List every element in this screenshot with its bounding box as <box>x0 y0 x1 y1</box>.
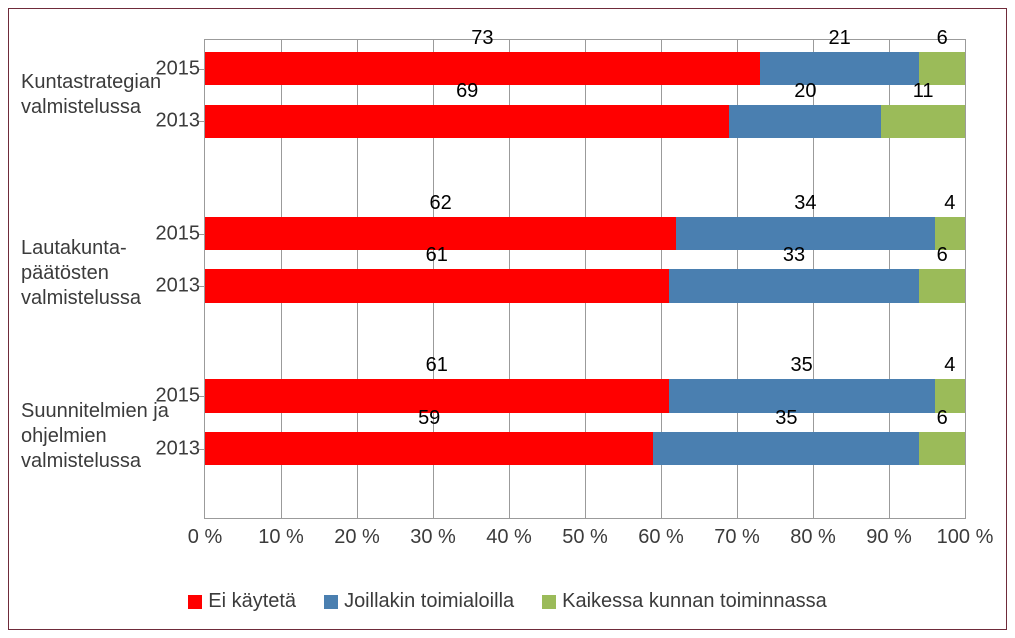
bar-segment: 6 <box>919 269 965 302</box>
bar-segment: 35 <box>669 379 935 412</box>
legend-label: Kaikessa kunnan toiminnassa <box>562 590 827 613</box>
legend-label: Ei käytetä <box>208 590 296 613</box>
bar-row: 201573216 <box>205 52 965 85</box>
bar-segment: 61 <box>205 379 669 412</box>
bar-row: 201359356 <box>205 432 965 465</box>
x-axis-tick-label: 80 % <box>790 526 836 549</box>
bar-value-label: 6 <box>919 27 965 50</box>
legend-item: Kaikessa kunnan toiminnassa <box>542 590 827 613</box>
chart-frame: 0 % 10 % 20 % 30 % 40 % 50 % 60 % 70 % 80 % 90 % 1… <box>0 0 1015 638</box>
chart-panel: 0 % 10 % 20 % 30 % 40 % 50 % 60 % 70 % 80 % 90 % 1… <box>8 8 1007 630</box>
bar-row: 2013692011 <box>205 105 965 138</box>
x-axis-tick-label: 50 % <box>562 526 608 549</box>
bar-segment: 73 <box>205 52 760 85</box>
bar-value-label: 35 <box>669 354 935 377</box>
bar-value-label: 62 <box>205 192 676 215</box>
group-label: Lautakunta­päätösten valmistelussa <box>21 236 186 311</box>
x-axis-tick-label: 70 % <box>714 526 760 549</box>
group-label: Kuntastrategian valmistelussa <box>21 70 186 120</box>
bar-value-label: 34 <box>676 192 934 215</box>
bar-segment: 21 <box>760 52 920 85</box>
bar-segment: 11 <box>881 105 965 138</box>
legend: Ei käytetä Joillakin toimialoilla Kaikessa… <box>9 590 1006 613</box>
x-axis-tick-label: 20 % <box>334 526 380 549</box>
bar-row: 201561354 <box>205 379 965 412</box>
group-label: Suunnitelmien ja ohjelmien valmistelussa <box>21 399 186 474</box>
bar-value-label: 21 <box>760 27 920 50</box>
bar-segment: 20 <box>729 105 881 138</box>
legend-item: Ei käytetä <box>188 590 296 613</box>
x-axis-tick-label: 30 % <box>410 526 456 549</box>
bar-segment: 4 <box>935 379 965 412</box>
x-axis-tick-label: 100 % <box>937 526 994 549</box>
bar-segment: 62 <box>205 217 676 250</box>
bar-segment: 61 <box>205 269 669 302</box>
bar-segment: 59 <box>205 432 653 465</box>
x-axis-tick-label: 40 % <box>486 526 532 549</box>
legend-label: Joillakin toimialoilla <box>344 590 514 613</box>
bar-segment: 35 <box>653 432 919 465</box>
x-axis-tick-label: 0 % <box>188 526 222 549</box>
bar-segment: 4 <box>935 217 965 250</box>
legend-swatch <box>324 595 338 609</box>
legend-swatch <box>188 595 202 609</box>
x-axis-tick-label: 60 % <box>638 526 684 549</box>
bar-row: 201361336 <box>205 269 965 302</box>
bar-value-label: 61 <box>205 354 669 377</box>
bar-segment: 6 <box>919 432 965 465</box>
plot-area: 0 %10 %20 %30 %40 %50 %60 %70 %80 %90 %1… <box>204 39 966 519</box>
bar-value-label: 73 <box>205 27 760 50</box>
bar-segment: 33 <box>669 269 920 302</box>
legend-item: Joillakin toimialoilla <box>324 590 514 613</box>
x-axis-tick-label: 90 % <box>866 526 912 549</box>
legend-swatch <box>542 595 556 609</box>
bar-segment: 6 <box>919 52 965 85</box>
bar-segment: 34 <box>676 217 934 250</box>
bar-value-label: 4 <box>935 354 965 377</box>
bar-row: 201562344 <box>205 217 965 250</box>
bar-value-label: 4 <box>935 192 965 215</box>
x-axis-tick-label: 10 % <box>258 526 304 549</box>
bar-segment: 69 <box>205 105 729 138</box>
